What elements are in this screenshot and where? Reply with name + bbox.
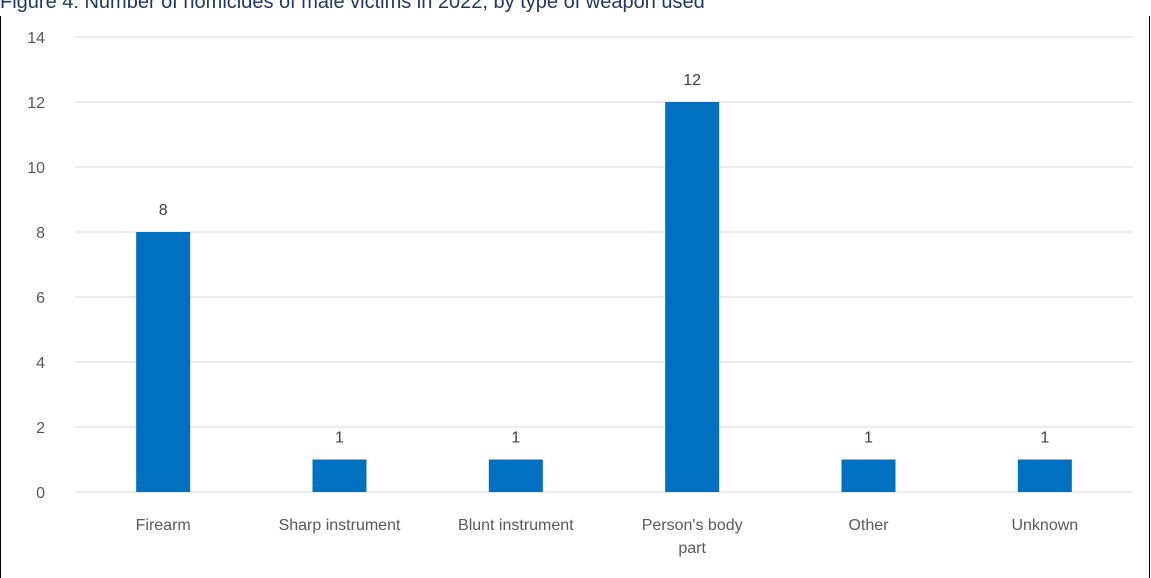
x-tick-label: Other bbox=[848, 517, 889, 534]
chart-caption: Figure 4: Number of homicides of male vi… bbox=[0, 0, 705, 13]
bar bbox=[841, 459, 896, 492]
y-tick-label: 4 bbox=[36, 355, 45, 372]
bar bbox=[312, 459, 367, 492]
x-tick-label: Unknown bbox=[1011, 517, 1078, 534]
data-label: 1 bbox=[335, 430, 344, 447]
y-tick-label: 12 bbox=[27, 95, 45, 112]
y-tick-label: 8 bbox=[36, 225, 45, 242]
data-label: 1 bbox=[864, 430, 873, 447]
data-label: 12 bbox=[683, 72, 701, 89]
data-label: 8 bbox=[159, 202, 168, 219]
x-tick-label: Blunt instrument bbox=[458, 517, 574, 534]
data-label: 1 bbox=[511, 430, 520, 447]
x-tick-label: Person's body part bbox=[642, 517, 743, 557]
y-tick-label: 10 bbox=[27, 160, 45, 177]
bar bbox=[488, 459, 543, 492]
data-label: 1 bbox=[1040, 430, 1049, 447]
y-tick-label: 2 bbox=[36, 420, 45, 437]
bars bbox=[136, 102, 1072, 492]
y-axis-ticks: 0 2 4 6 8 10 12 14 bbox=[27, 30, 45, 502]
y-tick-label: 6 bbox=[36, 290, 45, 307]
bar bbox=[136, 232, 191, 492]
gridlines bbox=[75, 36, 1133, 493]
x-axis-ticks: Firearm Sharp instrument Blunt instrument P… bbox=[136, 517, 1079, 557]
bar bbox=[665, 102, 720, 492]
y-tick-label: 14 bbox=[27, 30, 45, 47]
chart-frame bbox=[0, 16, 1150, 578]
bar bbox=[1017, 459, 1072, 492]
y-tick-label: 0 bbox=[36, 485, 45, 502]
x-tick-label: Sharp instrument bbox=[279, 517, 401, 534]
data-labels: 8 1 1 12 1 1 bbox=[159, 72, 1050, 447]
chart-caption-clip: Figure 4: Number of homicides of male vi… bbox=[0, 0, 1151, 16]
x-tick-label: Firearm bbox=[136, 517, 191, 534]
